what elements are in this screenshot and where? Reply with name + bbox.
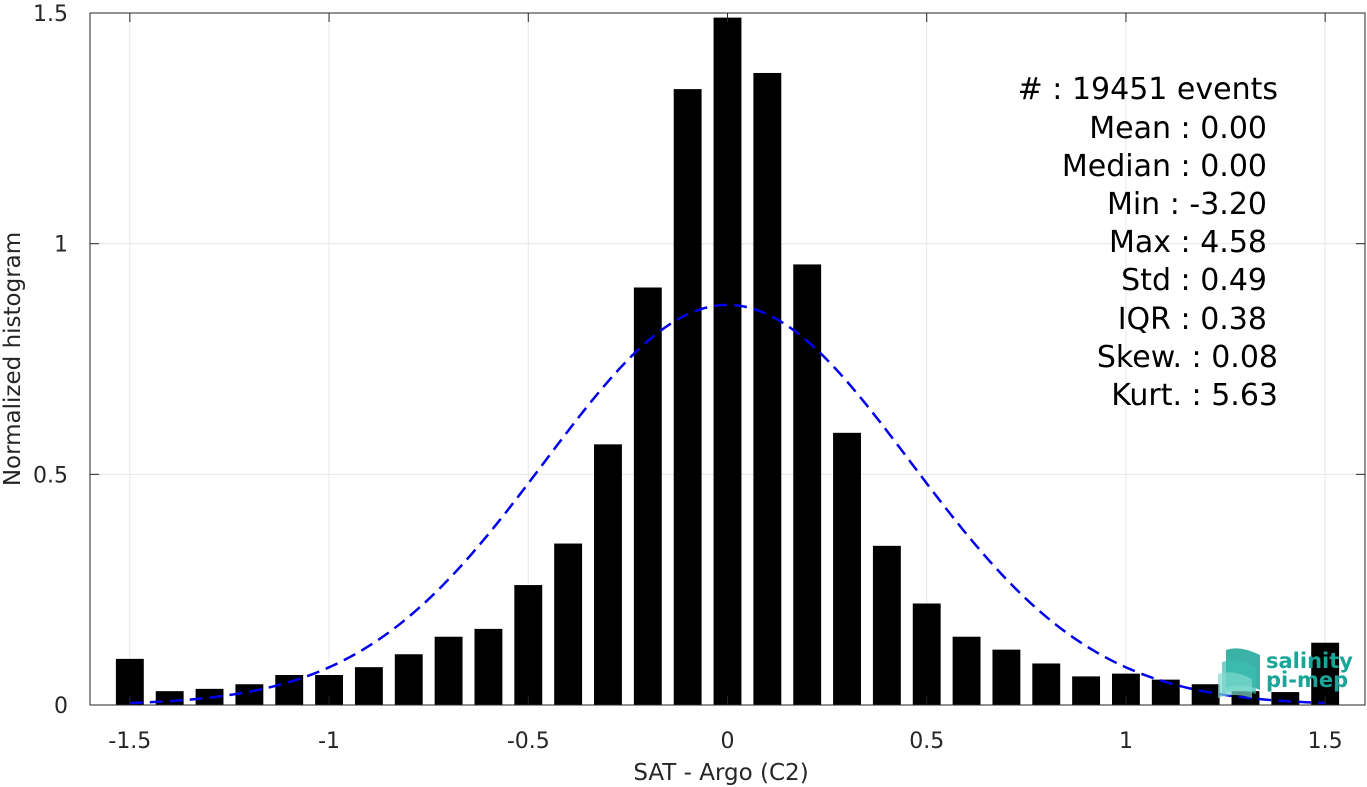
stat-iqr: IQR : 0.38: [1118, 302, 1267, 337]
histogram-bar: [793, 264, 822, 705]
histogram-bar: [713, 17, 742, 705]
y-tick-label: 0: [54, 694, 68, 719]
histogram-bar: [1311, 642, 1340, 705]
x-tick-label: -1.5: [108, 729, 151, 754]
histogram-bar: [354, 667, 383, 705]
histogram-bar: [1191, 684, 1220, 705]
stat-min: Min : -3.20: [1107, 187, 1267, 222]
x-tick-label: -1: [318, 729, 340, 754]
salinity-pi-mep-logo: salinity pi-mep: [1218, 648, 1353, 698]
histogram-bar: [554, 543, 583, 705]
normal-fit-curve: [129, 303, 1326, 705]
histogram-bars: [115, 17, 1340, 706]
x-axis-label: SAT - Argo (C2): [633, 760, 808, 786]
histogram-bar: [1151, 679, 1180, 705]
stats-annotation: # : 19451 events Mean : 0.00 Median : 0.…: [1018, 72, 1278, 413]
y-tick-label: 1.5: [33, 2, 68, 27]
x-tick-label: 1.5: [1308, 729, 1343, 754]
stat-median: Median : 0.00: [1062, 149, 1267, 184]
histogram-bar: [912, 603, 941, 705]
y-tick-label: 1: [54, 233, 68, 258]
histogram-bar: [394, 654, 423, 705]
histogram-bar: [1072, 676, 1101, 705]
histogram-bar: [514, 585, 543, 705]
histogram-bar: [753, 72, 782, 706]
stat-skew: Skew. : 0.08: [1097, 340, 1278, 375]
y-tick-labels: 0 0.5 1 1.5: [33, 2, 68, 719]
x-tick-label: -0.5: [507, 729, 550, 754]
x-tick-labels: -1.5 -1 -0.5 0 0.5 1 1.5: [108, 729, 1342, 754]
histogram-bar: [434, 636, 463, 705]
y-tick-label: 0.5: [33, 463, 68, 488]
stat-mean: Mean : 0.00: [1089, 111, 1267, 146]
histogram-bar: [1271, 692, 1300, 705]
logo-text-line2: pi-mep: [1266, 668, 1348, 692]
histogram-bar: [992, 649, 1021, 705]
histogram-bar: [1032, 663, 1061, 705]
stat-std: Std : 0.49: [1121, 263, 1267, 298]
logo-wave-icon: [1218, 648, 1260, 698]
histogram-bar: [673, 89, 702, 706]
x-tick-label: 0.5: [909, 729, 944, 754]
histogram-bar: [872, 545, 901, 705]
histogram-bar: [474, 628, 503, 705]
histogram-bar: [594, 444, 622, 705]
axis-ticks: [90, 12, 1365, 706]
y-axis-label: Normalized histogram: [0, 232, 26, 486]
histogram-bar: [195, 688, 224, 705]
stat-kurt: Kurt. : 5.63: [1111, 378, 1278, 413]
x-tick-label: 0: [721, 729, 735, 754]
histogram-bar: [833, 432, 861, 705]
histogram-bar: [952, 636, 981, 705]
histogram-bar: [633, 287, 662, 705]
stat-max: Max : 4.58: [1109, 225, 1267, 260]
stat-events: # : 19451 events: [1018, 72, 1278, 107]
logo-text-line1: salinity: [1266, 649, 1353, 673]
x-tick-label: 1: [1119, 729, 1133, 754]
